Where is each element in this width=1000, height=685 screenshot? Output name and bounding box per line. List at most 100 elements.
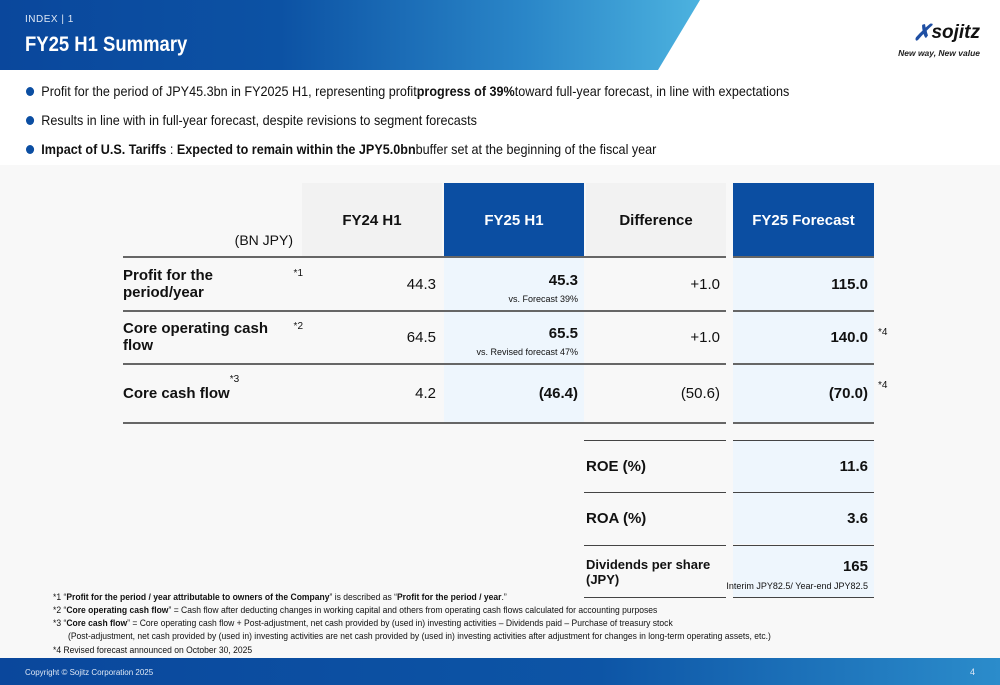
divider [733, 363, 874, 365]
text-bold: Expected to remain within the JPY5.0bn [176, 141, 416, 157]
page-title: FY25 H1 Summary [25, 33, 188, 56]
metric-value: 11.6 [733, 441, 874, 492]
forecast-value: 140.0 [830, 328, 868, 346]
fy24h1-value: 44.3 [406, 275, 436, 293]
footnote-3-detail: (Post-adjustment, net cash provided by (… [68, 631, 771, 642]
t: ” = Cash flow after deducting changes in… [168, 605, 658, 616]
divider [733, 440, 874, 441]
fy25h1-value: 65.5 vs. Revised forecast 47% [444, 311, 584, 363]
value: 11.6 [839, 458, 868, 475]
footnote-3: *3 “Core cash flow” = Core operating cas… [53, 618, 673, 629]
header-fy25-forecast: FY25 Forecast [733, 183, 874, 257]
sojitz-logo: ✗sojitz New way, New value [870, 20, 980, 58]
forecast-value: (70.0) [828, 384, 868, 402]
t: Core cash flow [66, 618, 128, 629]
fy24h1-value: 64.5 [406, 328, 436, 346]
difference-value: (50.6) [680, 384, 720, 402]
fy25h1-value: 45.3 vs. Forecast 39% [444, 258, 584, 310]
t: *3 “ [53, 618, 67, 629]
t: Core operating cash flow [66, 605, 169, 616]
metric-label: ROA (%) [586, 510, 647, 527]
fy25h1-value: (46.4) [444, 364, 584, 422]
fy25h1-column-bg [444, 258, 584, 423]
divider [123, 310, 726, 312]
t: .” [501, 592, 507, 603]
footnote-marker: *4 [878, 380, 888, 391]
text: toward full-year forecast, in line with … [514, 83, 790, 99]
header-fy24h1: FY24 H1 [302, 183, 442, 257]
difference-value: +1.0 [690, 328, 720, 346]
footnote-1: *1 “Profit for the period / year attribu… [53, 592, 507, 603]
forecast-value: 115.0 [831, 275, 868, 293]
fy24h1-value: 4.2 [415, 384, 436, 402]
header: INDEX | 1 FY25 H1 Summary ✗sojitz New wa… [0, 0, 1000, 72]
footnote-marker: *2 [293, 321, 303, 332]
bullet-icon [26, 115, 35, 125]
t: Profit for the period / year [396, 592, 502, 603]
bullet-2: Results in line with in full-year foreca… [26, 112, 477, 128]
header-difference: Difference [586, 183, 726, 257]
divider [584, 492, 726, 493]
text: Profit for the period of JPY45.3bn in FY… [41, 83, 417, 99]
metric-label: Dividends per share (JPY) [586, 556, 711, 587]
divider [733, 422, 874, 424]
divider [123, 256, 726, 258]
header-band [0, 0, 700, 70]
divider [123, 363, 726, 365]
divider [733, 310, 874, 312]
progress-note: vs. Forecast 39% [508, 294, 578, 304]
bullet-icon [26, 144, 35, 154]
row-label: Core cash flow *3 [123, 364, 303, 422]
difference-value: +1.0 [690, 275, 720, 293]
value: 165 [842, 558, 868, 575]
metric-label: ROE (%) [586, 458, 646, 475]
row-label-text: Profit for the period/year [123, 267, 213, 301]
divider [733, 545, 874, 546]
divider [584, 545, 726, 546]
bullet-icon [26, 86, 35, 96]
bullet-3: Impact of U.S. Tariffs : Expected to rem… [26, 141, 656, 157]
text-bold: progress of 39% [416, 83, 515, 99]
footnote-marker: *3 [229, 374, 240, 385]
row-label: Core operating cash flow *2 [123, 311, 303, 363]
unit-label: (BN JPY) [234, 232, 293, 248]
progress-note: vs. Revised forecast 47% [476, 347, 578, 357]
text-bold: Impact of U.S. Tariffs [41, 141, 167, 157]
divider [584, 597, 726, 598]
value: 65.5 [548, 325, 578, 342]
divider [733, 256, 874, 258]
metric-note: Interim JPY82.5/ Year-end JPY82.5 [726, 581, 868, 591]
divider [733, 597, 874, 598]
logo-mark-icon: ✗ [913, 20, 932, 45]
bullet-1: Profit for the period of JPY45.3bn in FY… [26, 83, 789, 99]
forecast-column-bg [733, 258, 874, 423]
footnote-marker: *1 [293, 268, 303, 279]
tagline: New way, New value [898, 48, 980, 58]
divider [123, 422, 726, 424]
metric-value: 3.6 [733, 493, 874, 544]
t: *2 “ [53, 605, 67, 616]
divider [584, 440, 726, 441]
t: ” = Core operating cash flow + Post-adju… [127, 618, 673, 629]
divider [733, 492, 874, 493]
row-label-text: Core cash flow [123, 384, 230, 402]
text: : [166, 141, 177, 157]
text: Results in line with in full-year foreca… [41, 112, 477, 128]
row-label-text: Core operating cash flow [123, 320, 269, 354]
page-number: 4 [969, 667, 975, 677]
footnote-marker: *4 [878, 327, 888, 338]
value: (46.4) [538, 384, 578, 402]
copyright: Copyright © Sojitz Corporation 2025 [25, 668, 154, 677]
text: buffer set at the beginning of the fisca… [415, 141, 657, 157]
t: *1 “ [53, 592, 67, 603]
t: Profit for the period / year attributabl… [66, 592, 330, 603]
footnote-4: *4 Revised forecast announced on October… [53, 645, 253, 656]
metric-value: 165 Interim JPY82.5/ Year-end JPY82.5 [726, 546, 874, 597]
index-label: INDEX | 1 [25, 14, 74, 25]
value: 3.6 [847, 510, 868, 527]
footnote-2: *2 “Core operating cash flow” = Cash flo… [53, 605, 657, 616]
footer: Copyright © Sojitz Corporation 2025 4 [0, 658, 1000, 685]
header-fy25h1: FY25 H1 [444, 183, 584, 257]
t: ” is described as “ [329, 592, 397, 603]
value: 45.3 [548, 272, 578, 289]
